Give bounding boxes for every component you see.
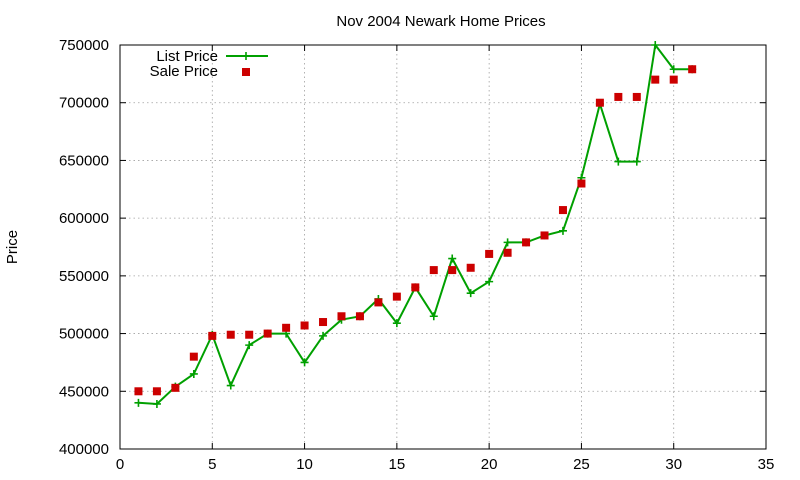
sale-price-point [614, 92, 623, 101]
list-price-point [392, 319, 401, 328]
list-price-point [300, 358, 309, 367]
sale-price-point [558, 206, 567, 215]
y-tick-label: 500000 [59, 326, 109, 343]
x-tick-label: 20 [481, 456, 498, 473]
list-price-point [669, 65, 678, 74]
x-tick-label: 5 [208, 456, 216, 473]
list-price-point [319, 331, 328, 340]
sale-price-point [651, 75, 660, 84]
list-price-point [632, 157, 641, 166]
sale-price-point [319, 318, 328, 327]
sale-price-point [429, 266, 438, 275]
sale-price-point [226, 330, 235, 339]
x-tick-label: 10 [296, 456, 313, 473]
sale-price-point [134, 387, 143, 396]
series-list-price [134, 41, 697, 408]
legend-marker-list-price [242, 52, 250, 60]
list-price-point [448, 254, 457, 263]
legend-marker-sale-price [242, 68, 250, 76]
sale-price-point [503, 248, 512, 257]
list-price-point [651, 41, 660, 49]
sale-price-point [632, 92, 641, 101]
sale-price-point [337, 312, 346, 321]
sale-price-point [485, 249, 494, 258]
sale-price-point [466, 263, 475, 272]
y-tick-label: 450000 [59, 383, 109, 400]
list-price-point [466, 289, 475, 298]
x-tick-label: 0 [116, 456, 124, 473]
plot-frame [119, 44, 767, 450]
sale-price-point [669, 75, 678, 84]
legend-label-sale-price: Sale Price [150, 63, 218, 80]
sale-price-point [540, 231, 549, 240]
y-tick-label: 700000 [59, 95, 109, 112]
sale-price-point [189, 352, 198, 361]
axis-ticks: 0 5 10 15 20 25 30 35 400000 450000 500000 550000 60… [59, 37, 774, 473]
x-tick-label: 30 [665, 456, 682, 473]
list-price-point [245, 341, 254, 350]
list-price-point [614, 157, 623, 166]
list-price-point [485, 277, 494, 286]
sale-price-point [448, 266, 457, 275]
sale-price-point [688, 65, 697, 74]
list-price-point [558, 226, 567, 235]
legend: List Price Sale Price [150, 48, 268, 80]
x-tick-label: 25 [573, 456, 590, 473]
sale-price-point [411, 283, 420, 292]
sale-price-point [355, 312, 364, 321]
list-price-point [503, 238, 512, 247]
sale-price-point [263, 329, 272, 338]
y-tick-label: 400000 [59, 441, 109, 458]
sale-price-point [595, 98, 604, 107]
sale-price-point [171, 383, 180, 392]
list-price-line [138, 42, 693, 406]
sale-price-point [300, 321, 309, 330]
grid-lines [120, 45, 766, 449]
sale-price-point [577, 179, 586, 188]
sale-price-point [245, 330, 254, 339]
y-axis-label: Price [4, 230, 21, 264]
sale-price-point [392, 292, 401, 301]
y-tick-label: 750000 [59, 37, 109, 54]
list-price-point [189, 369, 198, 378]
list-price-point [134, 398, 143, 407]
list-price-point [429, 312, 438, 321]
sale-price-point [208, 331, 217, 340]
legend-label-list-price: List Price [156, 48, 218, 65]
chart-title: Nov 2004 Newark Home Prices [336, 13, 545, 30]
data-series [134, 41, 697, 408]
y-tick-label: 550000 [59, 268, 109, 285]
sale-price-point [152, 387, 161, 396]
x-tick-label: 35 [758, 456, 775, 473]
y-tick-label: 650000 [59, 152, 109, 169]
x-tick-label: 15 [389, 456, 406, 473]
sale-price-point [374, 298, 383, 307]
sale-price-point [282, 323, 291, 332]
series-sale-price [134, 65, 697, 396]
list-price-point [152, 399, 161, 408]
sale-price-point [522, 238, 531, 247]
y-tick-label: 600000 [59, 210, 109, 227]
list-price-point [226, 381, 235, 390]
